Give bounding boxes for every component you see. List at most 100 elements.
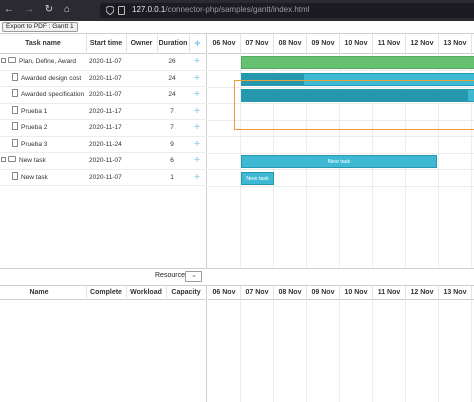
task-name-cell: Awarded specification (0, 87, 86, 103)
resource-select[interactable]: ⌄ (185, 271, 202, 282)
file-icon (12, 105, 18, 114)
task-name: Prueba 1 (21, 107, 48, 115)
forward-icon[interactable]: → (24, 4, 34, 15)
scale-day: 06 Nov (208, 34, 241, 54)
table-row[interactable]: Awarded design cost 2020-11-07 24 + (0, 71, 207, 87)
start-time-cell: 2020-11-17 (89, 124, 122, 131)
table-row[interactable]: Plan, Define, Award 2020-11-07 26 + (0, 54, 207, 71)
scale-day: 13 Nov (439, 34, 472, 54)
column-divider (86, 34, 87, 54)
url-text: 127.0.0.1/connector-php/samples/gantt/in… (132, 5, 309, 14)
grid-line (339, 300, 340, 402)
grid-line (471, 54, 472, 269)
scale-day: 08 Nov (274, 34, 307, 54)
shield-icon (106, 6, 114, 15)
column-task-name[interactable]: Task name (25, 40, 61, 47)
column-divider (126, 286, 127, 300)
add-subtask-button[interactable]: + (194, 72, 200, 84)
file-icon (12, 122, 18, 131)
home-icon[interactable]: ⌂ (63, 4, 71, 15)
resource-toolbar: Resource ⌄ (0, 268, 474, 285)
grid-line (405, 300, 406, 402)
column-workload[interactable]: Workload (130, 289, 162, 296)
table-row[interactable]: Prueba 2 2020-11-17 7 + (0, 120, 207, 137)
task-name: Prueba 2 (21, 124, 48, 131)
export-pdf-button[interactable]: Export to PDF : Gantt 1 (2, 22, 78, 32)
add-subtask-button[interactable]: + (194, 155, 200, 166)
column-start-time[interactable]: Start time (89, 40, 123, 47)
task-name-cell: New task (0, 170, 86, 186)
column-name[interactable]: Name (29, 289, 49, 296)
collapse-toggle-icon[interactable] (1, 156, 6, 162)
duration-cell: 7 (170, 107, 174, 115)
table-row[interactable]: Awarded specification 2020-11-07 24 + (0, 87, 207, 104)
column-complete[interactable]: Complete (90, 289, 122, 296)
column-divider (189, 34, 190, 54)
row-line (208, 103, 474, 104)
url-host: 127.0.0.1 (132, 5, 166, 14)
grid-line (240, 54, 241, 269)
timeline-scale: 06 Nov 07 Nov 08 Nov 09 Nov 10 Nov 11 No… (208, 34, 474, 54)
task-grid: Task name Start time Owner Duration + Pl… (0, 34, 207, 269)
add-subtask-button[interactable]: + (194, 171, 200, 183)
task-bar-awarded-specification[interactable] (241, 89, 474, 102)
task-name-cell: Awarded design cost (0, 71, 86, 87)
table-row[interactable]: New task 2020-11-07 6 + (0, 153, 207, 170)
browser-toolbar: ← → ↻ ⌂ 127.0.0.1/connector-php/samples/… (0, 0, 474, 21)
grid-line (471, 300, 472, 402)
grid-line (438, 300, 439, 402)
back-icon[interactable]: ← (4, 4, 14, 15)
add-task-header-button[interactable]: + (194, 38, 201, 50)
column-owner[interactable]: Owner (130, 40, 153, 47)
scale-day: 11 Nov (373, 34, 406, 54)
add-subtask-button[interactable]: + (194, 138, 200, 150)
add-subtask-button[interactable]: + (194, 89, 200, 100)
start-time-cell: 2020-11-07 (89, 58, 122, 65)
task-bar-new-task-project[interactable]: New task (241, 155, 437, 168)
task-name: New task (19, 157, 46, 164)
progress-fill (242, 73, 304, 85)
task-name-cell: Prueba 1 (0, 104, 86, 120)
row-line (208, 169, 474, 170)
address-bar[interactable]: 127.0.0.1/connector-php/samples/gantt/in… (100, 3, 474, 18)
collapse-toggle-icon[interactable] (1, 57, 6, 63)
selection-highlight (234, 80, 474, 130)
table-row[interactable]: Prueba 1 2020-11-17 7 + (0, 104, 207, 120)
url-path: /connector-php/samples/gantt/index.html (165, 5, 310, 14)
task-name: Prueba 3 (21, 140, 48, 148)
task-bar-awarded-design-cost[interactable] (241, 72, 474, 86)
start-time-cell: 2020-11-07 (89, 74, 122, 82)
task-name: Awarded specification (21, 91, 85, 98)
reload-icon[interactable]: ↻ (44, 4, 54, 15)
bar-label: New task (246, 175, 269, 182)
project-bar-plan-define-award[interactable] (241, 56, 474, 69)
file-icon (12, 72, 18, 81)
folder-icon (8, 156, 16, 163)
column-duration[interactable]: Duration (158, 40, 188, 47)
row-line (208, 119, 474, 121)
task-name-cell: Plan, Define, Award (0, 54, 86, 70)
start-time-cell: 2020-11-17 (89, 107, 122, 115)
column-divider (166, 286, 167, 300)
column-capacity[interactable]: Capacity (171, 289, 201, 296)
table-row[interactable]: Prueba 3 2020-11-24 9 + (0, 137, 207, 153)
add-subtask-button[interactable]: + (194, 105, 200, 117)
scale-day: 07 Nov (241, 34, 274, 54)
table-row[interactable]: New task 2020-11-07 1 + (0, 170, 207, 186)
duration-cell: 7 (170, 124, 174, 131)
task-name-cell: Prueba 2 (0, 120, 86, 136)
scale-day: 13 Nov (439, 286, 472, 300)
task-name-cell: New task (0, 153, 86, 169)
folder-icon (8, 57, 16, 64)
task-name: New task (21, 173, 48, 181)
add-subtask-button[interactable]: + (194, 56, 200, 67)
grid-line (306, 300, 307, 402)
file-icon (12, 138, 18, 147)
resource-panel: Name Complete Workload Capacity 06 Nov 0… (0, 285, 474, 402)
add-subtask-button[interactable]: + (194, 122, 200, 133)
task-bar-new-task[interactable]: New task (241, 171, 274, 185)
timeline-area: 06 Nov 07 Nov 08 Nov 09 Nov 10 Nov 11 No… (208, 34, 474, 269)
grid-line (438, 54, 439, 269)
bar-label: New task (327, 159, 351, 165)
resource-label: Resource (155, 272, 185, 279)
